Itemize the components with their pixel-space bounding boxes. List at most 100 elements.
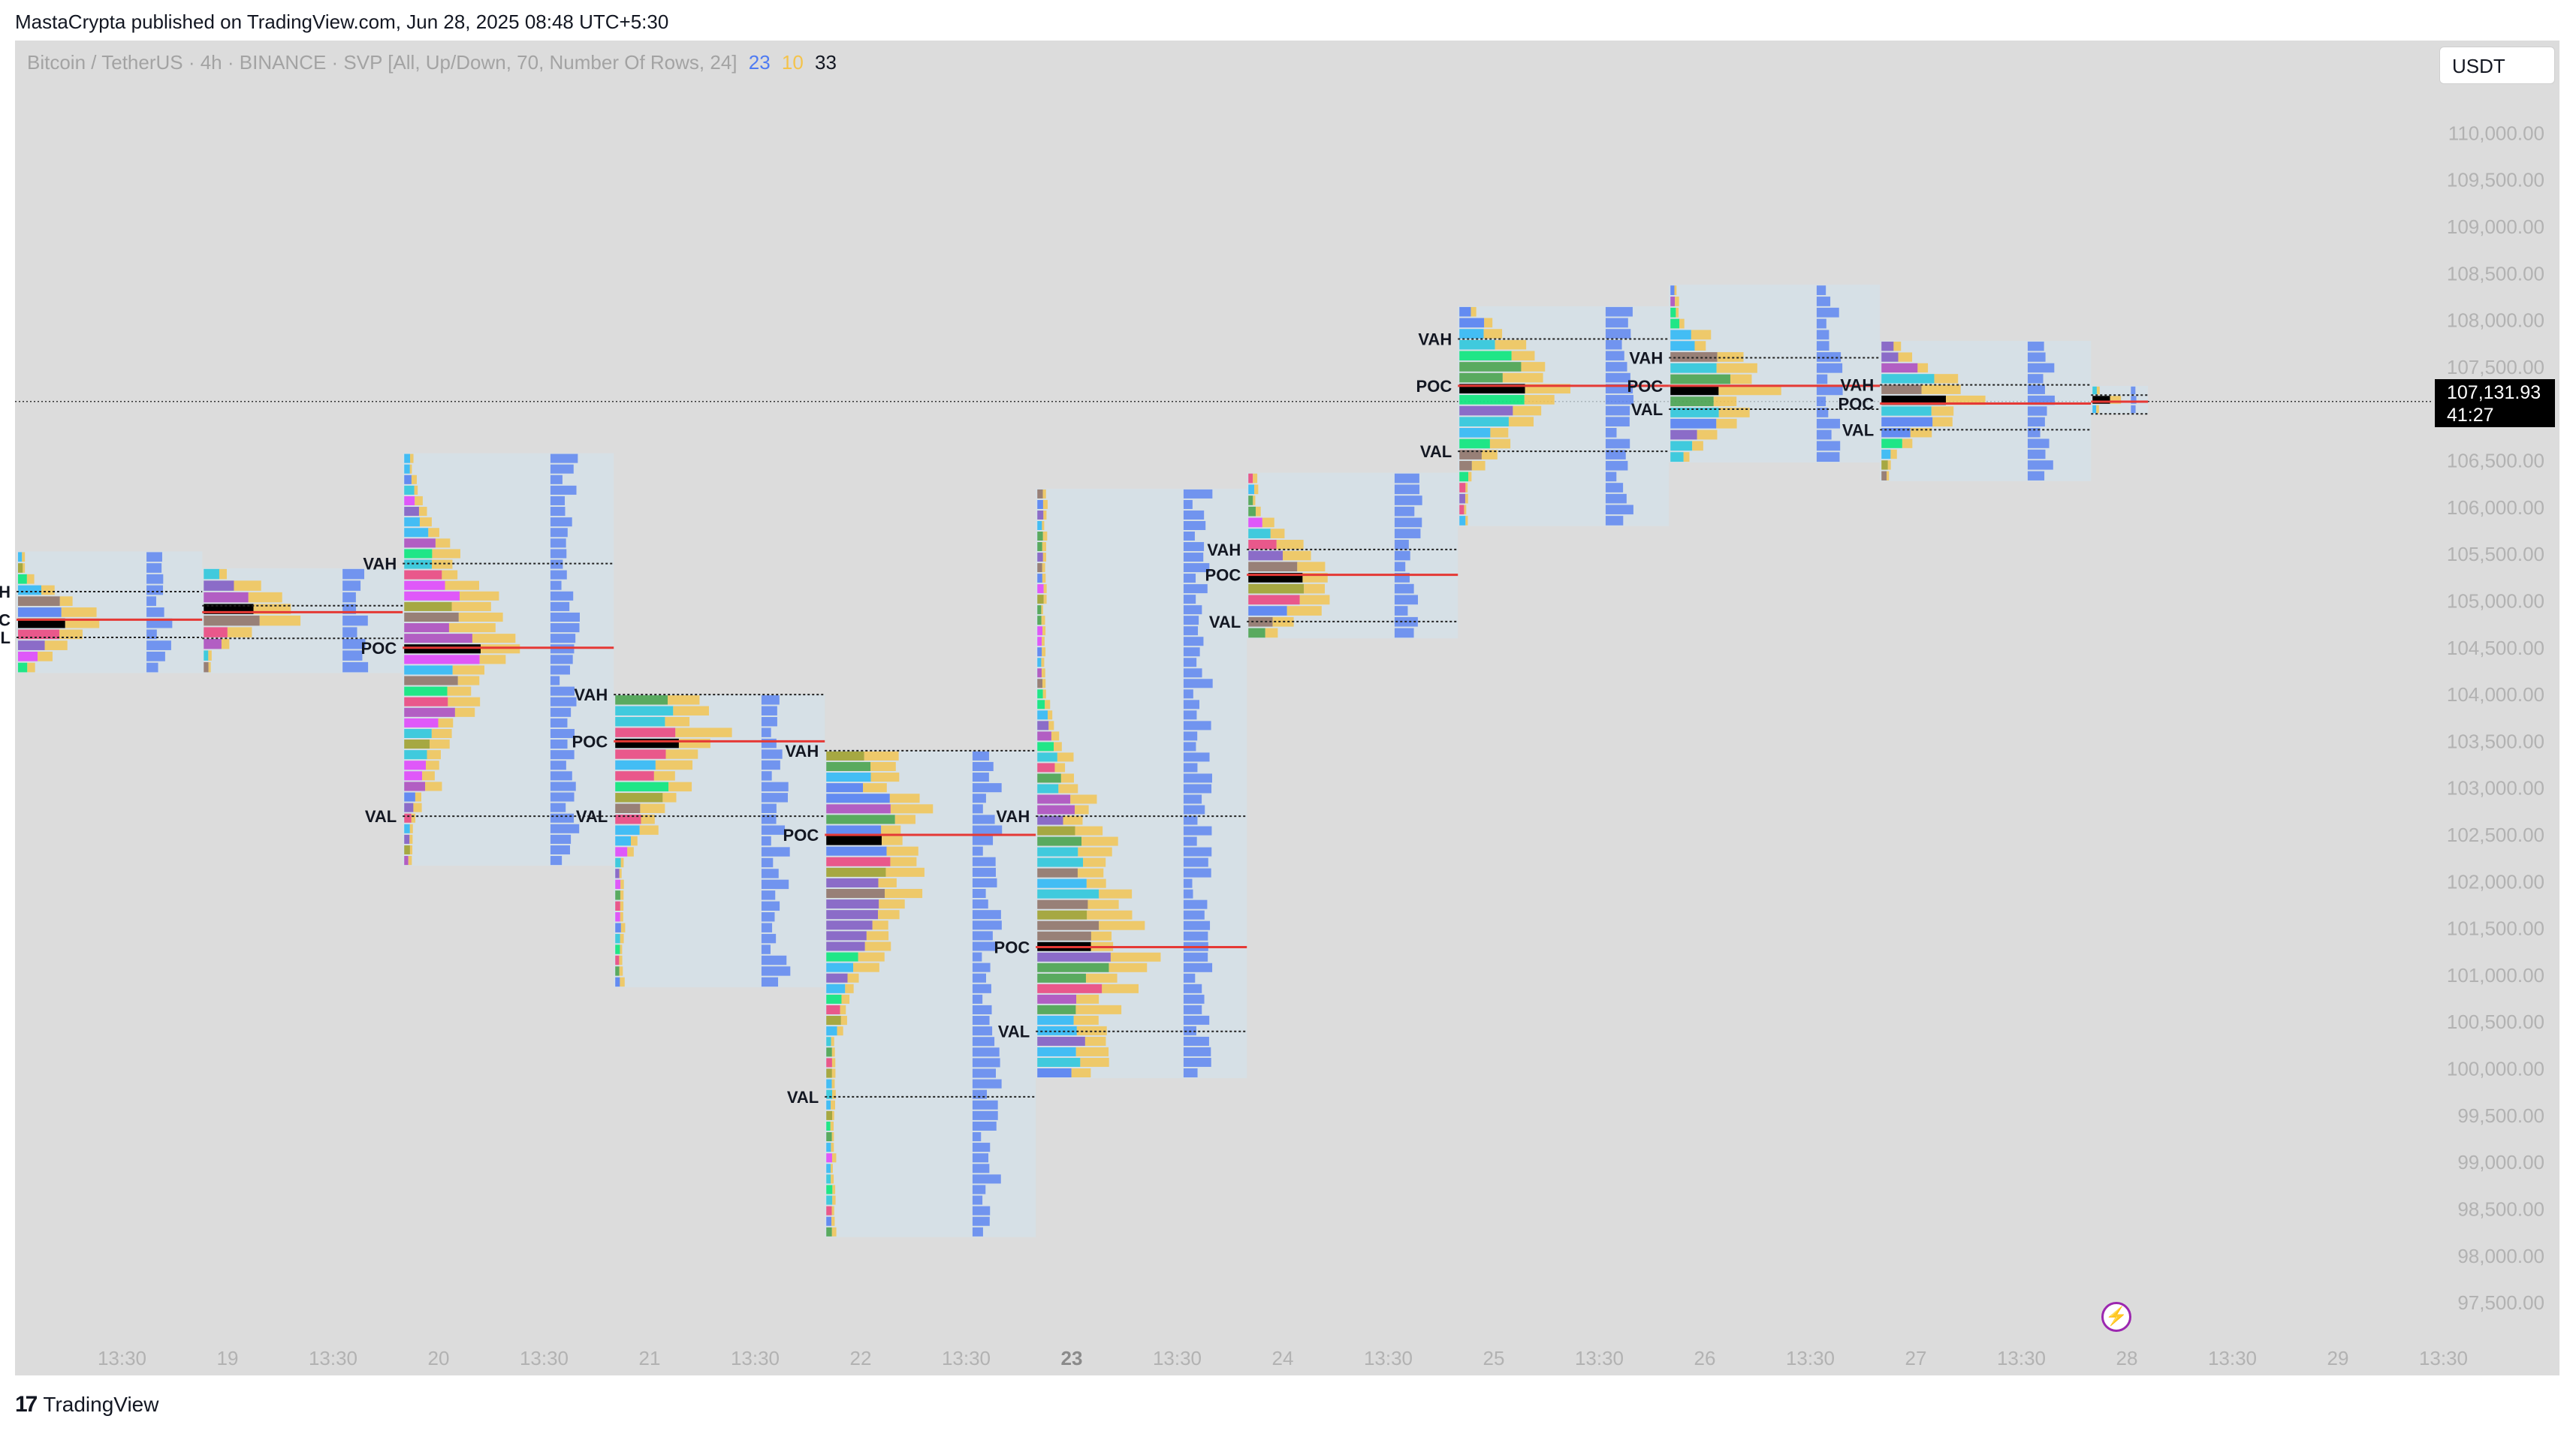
x-tick-label: 29 — [2327, 1347, 2349, 1369]
profile-row-down — [761, 728, 771, 737]
profile-row-up — [1481, 450, 1498, 459]
profile-row-down — [1183, 773, 1212, 783]
profile-row-up — [1042, 647, 1046, 657]
profile-row-down — [972, 1143, 991, 1152]
profile-row-up — [259, 615, 301, 626]
profile-row-color — [404, 740, 430, 749]
profile-row-color — [826, 846, 887, 856]
profile-row-color — [1037, 721, 1049, 731]
profile-row-color — [826, 867, 886, 877]
profile-row-down — [2027, 406, 2047, 416]
profile-row-up — [1076, 994, 1099, 1004]
profile-row-color — [826, 1110, 833, 1120]
profile-row-down — [1605, 493, 1627, 504]
profile-row-up — [409, 464, 412, 474]
profile-row-up — [219, 568, 227, 580]
profile-row-down — [1816, 385, 1843, 396]
profile-row-down — [1183, 878, 1193, 888]
profile-row-up — [1692, 441, 1703, 451]
profile-row-color — [404, 496, 415, 506]
profile-row-down — [1183, 836, 1197, 846]
flash-icon[interactable]: ⚡ — [2101, 1302, 2131, 1332]
profile-row-color — [1459, 471, 1469, 482]
profile-row-up — [248, 592, 282, 603]
profile-row-down — [1816, 341, 1829, 351]
profile-row-down — [2027, 384, 2045, 394]
profile-row-down — [1394, 583, 1414, 594]
profile-row-color — [1459, 405, 1513, 416]
profile-row-down — [1605, 405, 1630, 416]
profile-row-up — [2110, 396, 2122, 404]
profile-row-color — [826, 899, 879, 909]
profile-row-down — [1394, 517, 1422, 528]
profile-row-down — [1183, 984, 1202, 993]
y-tick-label: 98,500.00 — [2457, 1198, 2544, 1220]
profile-row-color — [404, 580, 445, 590]
profile-row-color — [615, 716, 665, 727]
profile-row-color — [404, 549, 433, 559]
profile-row-color — [404, 824, 410, 833]
profile-row-up — [418, 507, 427, 517]
profile-row-color — [826, 1216, 832, 1226]
profile-row-color — [404, 686, 448, 696]
profile-level-label: POC — [1416, 377, 1452, 396]
profile-row-up — [1041, 658, 1045, 667]
x-tick-label: 13:30 — [1575, 1347, 1624, 1369]
profile-row-down — [1183, 973, 1196, 983]
y-tick-label: 101,000.00 — [2447, 964, 2544, 987]
profile-row-up — [830, 1164, 833, 1173]
profile-level-label: POC — [783, 826, 819, 845]
current-price-tag: 107,131.93 41:27 — [2435, 379, 2555, 427]
profile-row-up — [863, 783, 887, 793]
profile-row-color — [1670, 408, 1719, 417]
current-price-value: 107,131.93 — [2447, 382, 2541, 403]
profile-row-down — [550, 740, 568, 749]
profile-row-color — [615, 782, 669, 792]
profile-row-color — [404, 507, 419, 517]
profile-row-down — [550, 485, 577, 495]
profile-row-color — [1037, 847, 1078, 857]
profile-row-down — [1605, 318, 1628, 328]
profile-row-up — [1085, 973, 1118, 983]
profile-row-down — [761, 912, 775, 922]
profile-level-label: VAL — [1420, 442, 1452, 461]
profile-row-color — [1881, 384, 1922, 394]
profile-row-color — [1037, 731, 1051, 741]
bar-countdown: 41:27 — [2447, 405, 2494, 426]
y-tick-label: 105,000.00 — [2447, 589, 2544, 612]
profile-row-color — [615, 728, 676, 737]
profile-row-color — [826, 1005, 840, 1015]
profile-row-down — [1183, 489, 1213, 499]
profile-row-color — [826, 1153, 832, 1163]
profile-row-up — [1255, 506, 1261, 517]
profile-row-down — [761, 793, 789, 803]
profile-row-down — [761, 944, 771, 954]
profile-row-down — [761, 923, 773, 932]
profile-row-down — [1183, 658, 1197, 667]
profile-row-color — [1037, 1015, 1074, 1025]
profile-row-down — [550, 761, 566, 770]
profile-row-up — [1276, 539, 1304, 550]
profile-row-color — [18, 585, 41, 595]
profile-row-down — [1183, 563, 1210, 573]
profile-row-down — [550, 612, 580, 622]
profile-row-color — [1248, 517, 1262, 528]
profile-row-down — [2027, 460, 2053, 470]
profile-row-down — [1816, 429, 1832, 440]
profile-row-color — [404, 528, 429, 538]
y-tick-label: 104,500.00 — [2447, 637, 2544, 659]
profile-row-color — [826, 1164, 831, 1173]
profile-row-up — [1921, 384, 1961, 394]
profile-row-up — [1048, 721, 1054, 731]
profile-row-up — [1490, 427, 1509, 438]
profile-row-down — [1183, 710, 1197, 720]
profile-row-down — [1394, 539, 1409, 550]
profile-row-up — [1464, 505, 1467, 515]
currency-selector[interactable]: USDT — [2439, 47, 2555, 84]
x-tick-label: 28 — [2116, 1347, 2138, 1369]
profile-row-color — [1037, 584, 1044, 594]
profile-row-up — [631, 836, 638, 846]
profile-row-down — [761, 814, 777, 824]
profile-row-color — [404, 601, 452, 611]
